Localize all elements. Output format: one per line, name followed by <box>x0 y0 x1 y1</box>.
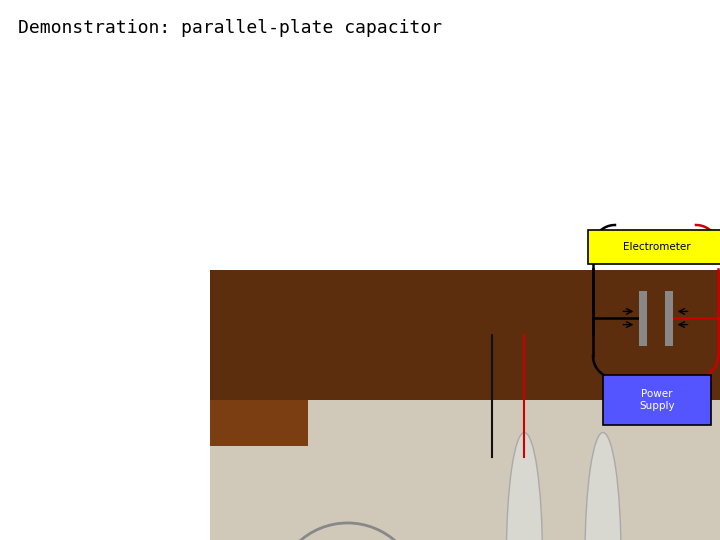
Bar <box>639 291 647 346</box>
Text: Demonstration: parallel-plate capacitor: Demonstration: parallel-plate capacitor <box>18 19 442 37</box>
Bar <box>210 400 308 445</box>
FancyBboxPatch shape <box>603 375 711 424</box>
Text: Power
Supply: Power Supply <box>639 389 675 411</box>
Ellipse shape <box>506 433 542 540</box>
Bar <box>665 291 672 346</box>
Bar <box>210 270 720 400</box>
Text: Electrometer: Electrometer <box>624 242 690 252</box>
Ellipse shape <box>585 433 621 540</box>
FancyBboxPatch shape <box>588 230 720 264</box>
